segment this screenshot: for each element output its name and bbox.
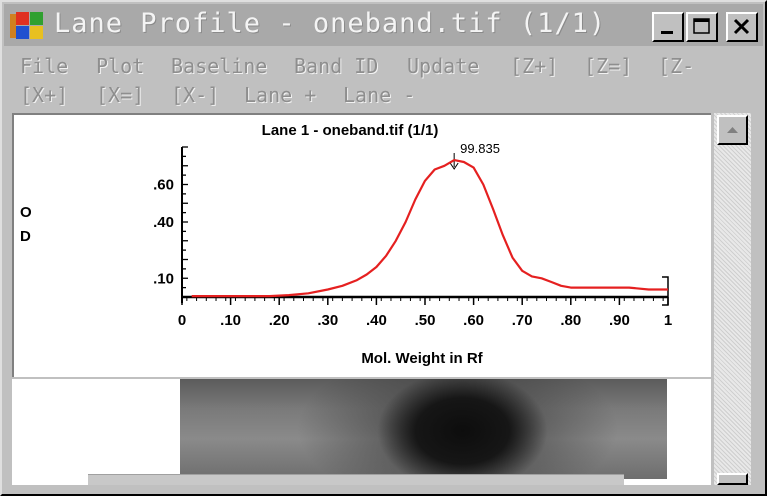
menu-file[interactable]: File	[20, 54, 69, 78]
menu-lane-next[interactable]: Lane +	[244, 83, 317, 107]
chart-axes: .60 .40 .10 0 .10 .20 .30 .40 .50 .60 .70 .80 .90 1 99…	[153, 141, 672, 329]
x-tick-label: .10	[220, 312, 241, 329]
band-image-area	[12, 379, 711, 485]
arrow-up-icon	[727, 127, 738, 133]
x-tick-label: .60	[463, 312, 484, 329]
y-tick-label: .40	[153, 214, 174, 231]
maximize-button[interactable]	[686, 12, 718, 42]
series-line	[191, 158, 668, 298]
close-button[interactable]	[726, 12, 758, 42]
title-bar[interactable]: Lane Profile - oneband.tif (1/1)	[4, 4, 763, 46]
menu-bar: File Plot Baseline Band ID Update [Z+] […	[16, 50, 756, 112]
x-tick-label: 0	[178, 312, 186, 329]
x-tick-label: 1	[664, 312, 672, 329]
peak-label: 99.835	[460, 141, 500, 156]
window-bottom-edge	[4, 485, 763, 494]
menu-x-zoom-out[interactable]: [X-]	[171, 83, 220, 107]
menu-plot[interactable]: Plot	[96, 54, 145, 78]
y-axis-label-d: D	[20, 228, 31, 245]
scroll-down-button[interactable]	[717, 473, 748, 485]
menu-zoom-in[interactable]: [Z+]	[510, 54, 559, 78]
app-logo-icon	[10, 12, 43, 39]
y-tick-label: .60	[153, 177, 174, 194]
right-bracket	[662, 276, 669, 306]
plot-area[interactable]: Lane 1 - oneband.tif (1/1) O D Mol. Weig…	[12, 113, 711, 377]
minimize-button[interactable]	[652, 12, 684, 42]
x-tick-label: .70	[512, 312, 533, 329]
menu-zoom-out[interactable]: [Z-	[658, 54, 695, 78]
scroll-up-button[interactable]	[717, 115, 748, 145]
gel-band-image	[180, 379, 667, 479]
horizontal-scrollbar[interactable]	[88, 474, 624, 487]
chart-series	[191, 158, 668, 298]
x-tick-label: .20	[269, 312, 290, 329]
menu-zoom-reset[interactable]: [Z=]	[584, 54, 633, 78]
minimize-icon	[661, 31, 673, 34]
menu-baseline[interactable]: Baseline	[171, 54, 268, 78]
chart-title: Lane 1 - oneband.tif (1/1)	[262, 122, 439, 139]
x-tick-label: .80	[560, 312, 581, 329]
menu-band-id[interactable]: Band ID	[294, 54, 379, 78]
menu-x-zoom-reset[interactable]: [X=]	[96, 83, 145, 107]
window-title: Lane Profile - oneband.tif (1/1)	[54, 8, 607, 39]
x-tick-label: .30	[317, 312, 338, 329]
maximize-icon	[693, 18, 710, 34]
x-axis-label: Mol. Weight in Rf	[361, 350, 483, 367]
close-icon	[733, 18, 750, 35]
y-tick-label: .10	[153, 270, 174, 287]
vertical-scrollbar[interactable]	[714, 113, 751, 485]
peak-arrow-icon	[449, 162, 459, 170]
y-axis-label-o: O	[20, 204, 32, 221]
menu-x-zoom-in[interactable]: [X+]	[20, 83, 69, 107]
menu-lane-prev[interactable]: Lane -	[343, 83, 416, 107]
menu-update[interactable]: Update	[407, 54, 480, 78]
x-tick-label: .40	[366, 312, 387, 329]
x-tick-label: .90	[609, 312, 630, 329]
lane-profile-chart: Lane 1 - oneband.tif (1/1) O D Mol. Weig…	[20, 122, 672, 367]
x-tick-label: .50	[415, 312, 436, 329]
